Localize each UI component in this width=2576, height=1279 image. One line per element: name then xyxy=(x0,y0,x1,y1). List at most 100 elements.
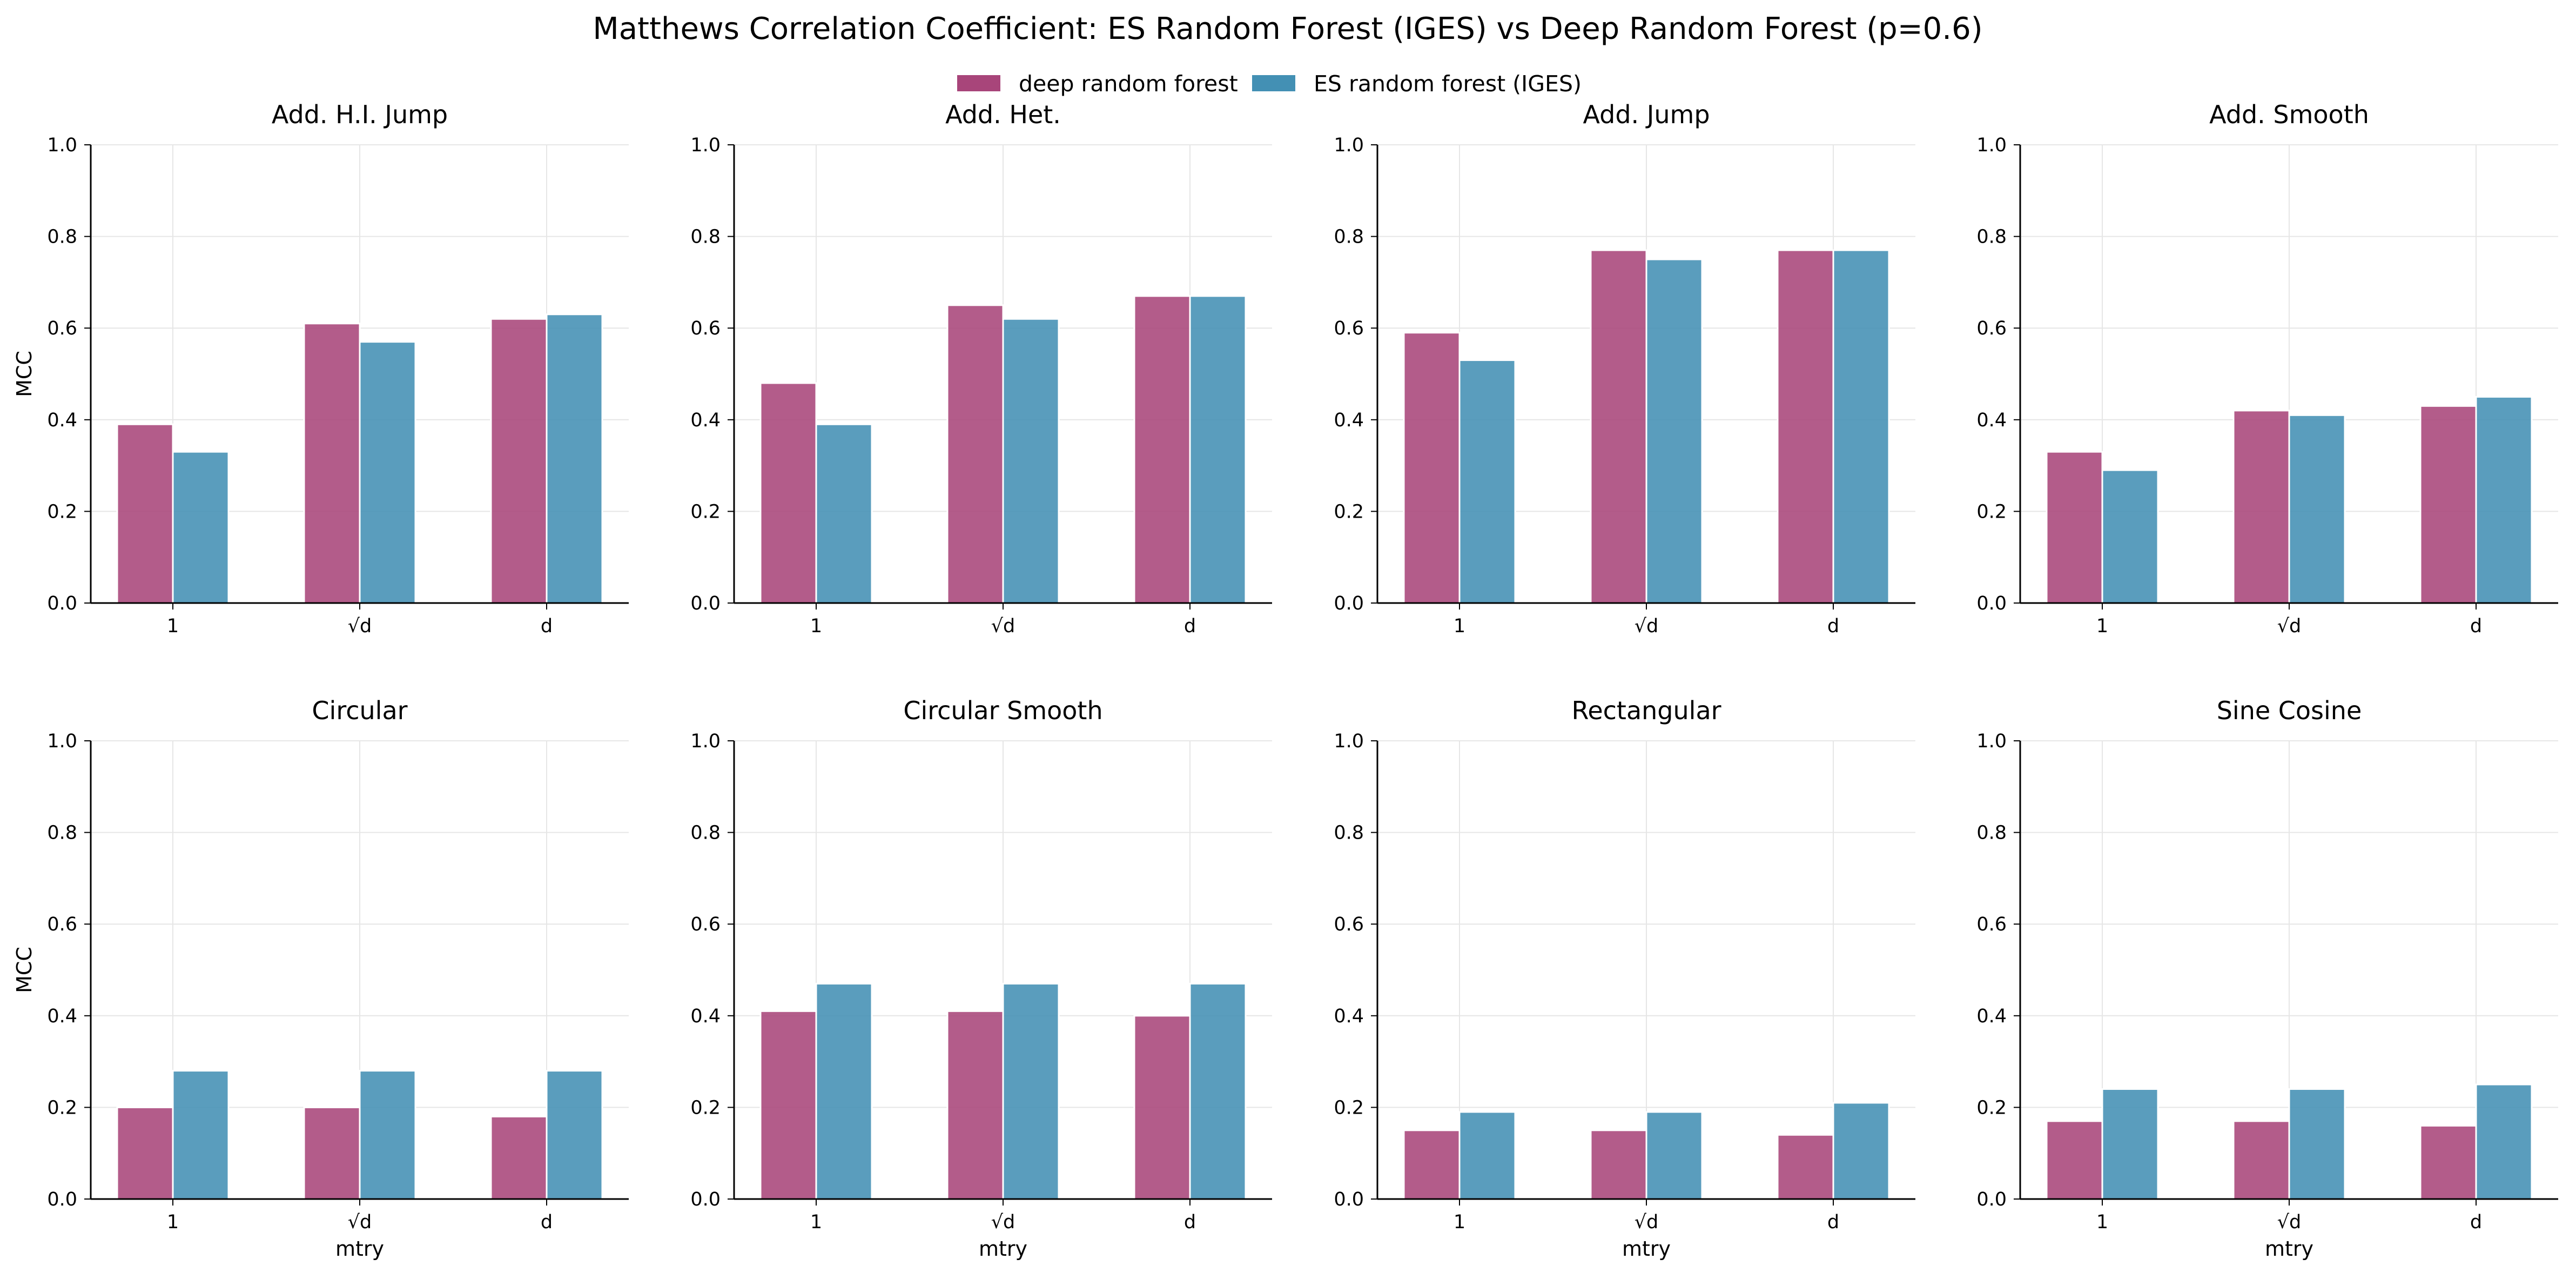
subplot-rectangular: Rectangular 0.0 0.2 0.4 0.6 0.8 1.0 1 √d d mtry xyxy=(1334,696,1915,1261)
x-tick-label: d xyxy=(2470,1211,2482,1233)
x-tick-label: d xyxy=(1827,615,1839,637)
subplot-sine-cosine: Sine Cosine 0.0 0.2 0.4 0.6 0.8 1.0 1 √d d mtry xyxy=(1976,696,2558,1261)
x-tick-label: 1 xyxy=(167,1211,179,1233)
x-tick-label: 1 xyxy=(2096,1211,2108,1233)
legend-swatch-es-random-forest xyxy=(1252,75,1295,91)
bar-es-random-forest-iges-d xyxy=(546,1070,603,1200)
bar-es-random-forest-iges-d xyxy=(1832,249,1890,604)
bar-deep-random-forest-1 xyxy=(759,1010,817,1200)
y-tick-label: 0.6 xyxy=(690,914,721,935)
bar-es-random-forest-iges-sqrt-d xyxy=(1645,258,1703,604)
y-tick-label: 0.8 xyxy=(47,226,77,248)
y-tick-label: 0.4 xyxy=(47,1006,77,1027)
y-tick-label: 0.4 xyxy=(690,410,721,431)
bar-deep-random-forest-d xyxy=(490,1115,548,1200)
y-tick-label: 0.4 xyxy=(1334,1006,1364,1027)
bar-deep-random-forest-d xyxy=(2419,1124,2477,1200)
subplot-circular: Circular 0.0 0.2 0.4 0.6 0.8 1.0 1 √d d MCC mtry xyxy=(12,696,629,1261)
x-axis-label: mtry xyxy=(1622,1237,1671,1261)
subplot-title: Circular Smooth xyxy=(903,696,1102,725)
y-tick-label: 0.8 xyxy=(690,822,721,844)
bar-deep-random-forest-sqrt-d xyxy=(946,1010,1004,1200)
y-tick-label: 0.4 xyxy=(1334,410,1364,431)
y-tick-label: 1.0 xyxy=(1976,135,2007,156)
y-tick-label: 0.8 xyxy=(1334,822,1364,844)
bar-deep-random-forest-d xyxy=(1777,1134,1834,1200)
y-tick-label: 1.0 xyxy=(47,731,77,752)
x-tick-label: 1 xyxy=(810,615,822,637)
x-tick-label: d xyxy=(2470,615,2482,637)
bar-es-random-forest-iges-d xyxy=(2475,396,2533,604)
x-tick-label: d xyxy=(1827,1211,1839,1233)
subplot-title: Circular xyxy=(312,696,407,725)
y-tick-label: 0.8 xyxy=(47,822,77,844)
y-tick-label: 1.0 xyxy=(47,135,77,156)
x-tick-label: d xyxy=(541,615,553,637)
y-tick-label: 0.8 xyxy=(1976,822,2007,844)
x-tick-label: √d xyxy=(348,615,372,637)
subplot-title: Add. H.I. Jump xyxy=(272,100,448,129)
y-tick-label: 0.4 xyxy=(1976,410,2007,431)
y-tick-label: 0.6 xyxy=(1976,318,2007,339)
x-tick-label: √d xyxy=(1635,1211,1659,1233)
y-tick-label: 1.0 xyxy=(690,135,721,156)
bar-es-random-forest-iges-d xyxy=(1832,1102,1890,1200)
x-tick-label: √d xyxy=(2277,615,2302,637)
bar-es-random-forest-iges-sqrt-d xyxy=(1645,1111,1703,1200)
y-tick-label: 0.6 xyxy=(1976,914,2007,935)
figure-title: Matthews Correlation Coefficient: ES Ran… xyxy=(593,11,1982,46)
bar-es-random-forest-iges-d xyxy=(2475,1083,2533,1200)
y-tick-label: 0.2 xyxy=(47,1097,77,1119)
y-tick-label: 0.6 xyxy=(47,318,77,339)
y-tick-label: 0.8 xyxy=(1976,226,2007,248)
y-tick-label: 0.0 xyxy=(1334,1189,1364,1210)
x-tick-label: 1 xyxy=(810,1211,822,1233)
bar-es-random-forest-iges-sqrt-d xyxy=(359,341,416,604)
x-tick-label: √d xyxy=(991,615,1015,637)
bar-es-random-forest-iges-sqrt-d xyxy=(2288,414,2346,604)
y-tick-label: 0.2 xyxy=(690,501,721,523)
subplot-title: Add. Jump xyxy=(1583,100,1710,129)
y-tick-label: 0.0 xyxy=(1976,593,2007,614)
y-tick-label: 0.6 xyxy=(690,318,721,339)
bar-deep-random-forest-1 xyxy=(2046,451,2103,604)
bar-deep-random-forest-sqrt-d xyxy=(946,304,1004,604)
x-tick-label: 1 xyxy=(167,615,179,637)
bar-deep-random-forest-sqrt-d xyxy=(1590,249,1647,604)
legend-swatch-deep-random-forest xyxy=(957,75,1000,91)
bar-es-random-forest-iges-d xyxy=(1189,295,1247,604)
subplot-title: Rectangular xyxy=(1571,696,1721,725)
legend-label-deep-random-forest: deep random forest xyxy=(1019,71,1238,97)
y-tick-label: 0.0 xyxy=(47,1189,77,1210)
y-tick-label: 0.0 xyxy=(690,593,721,614)
bar-es-random-forest-iges-sqrt-d xyxy=(2288,1088,2346,1200)
x-tick-label: d xyxy=(1184,615,1196,637)
y-tick-label: 0.4 xyxy=(1976,1006,2007,1027)
bar-es-random-forest-iges-1 xyxy=(2101,469,2159,604)
y-tick-label: 0.0 xyxy=(1976,1189,2007,1210)
bar-es-random-forest-iges-1 xyxy=(172,1070,230,1200)
y-tick-label: 0.6 xyxy=(47,914,77,935)
y-tick-label: 0.2 xyxy=(1334,1097,1364,1119)
x-tick-label: 1 xyxy=(2096,615,2108,637)
bar-deep-random-forest-1 xyxy=(116,1106,174,1200)
x-tick-label: 1 xyxy=(1454,1211,1465,1233)
y-tick-label: 0.2 xyxy=(1976,501,2007,523)
x-tick-label: 1 xyxy=(1454,615,1465,637)
bar-es-random-forest-iges-1 xyxy=(172,451,230,604)
y-tick-label: 1.0 xyxy=(1334,135,1364,156)
y-tick-label: 0.0 xyxy=(1334,593,1364,614)
bar-es-random-forest-iges-sqrt-d xyxy=(1002,982,1060,1200)
bar-deep-random-forest-d xyxy=(1133,1015,1191,1200)
bar-es-random-forest-iges-1 xyxy=(1458,1111,1516,1200)
y-tick-label: 1.0 xyxy=(1976,731,2007,752)
y-tick-label: 1.0 xyxy=(690,731,721,752)
bar-deep-random-forest-1 xyxy=(1403,332,1461,604)
y-tick-label: 0.6 xyxy=(1334,914,1364,935)
bar-deep-random-forest-1 xyxy=(2046,1120,2103,1200)
subplot-title: Add. Het. xyxy=(945,100,1061,129)
bar-deep-random-forest-sqrt-d xyxy=(2232,1120,2290,1200)
